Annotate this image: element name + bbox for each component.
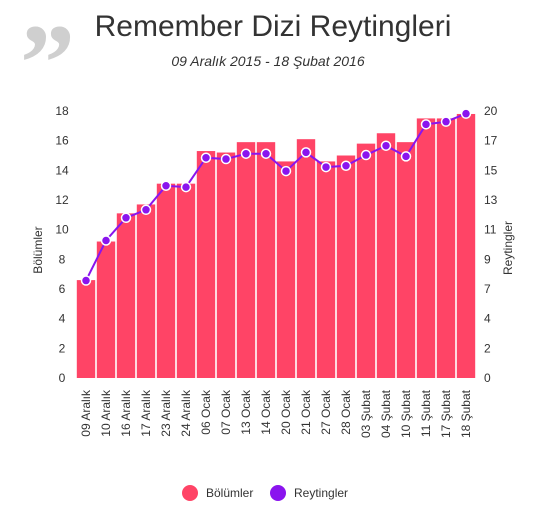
ratings-point-6 — [200, 152, 212, 163]
x-tick-label: 14 Ocak — [259, 389, 273, 435]
legend: Bölümler Reytingler — [182, 485, 348, 501]
ratings-point-15 — [380, 140, 392, 151]
x-tick-label: 10 Aralık — [99, 389, 113, 437]
left-axis-title: Bölümler — [31, 226, 45, 273]
x-tick-label: 07 Ocak — [219, 389, 233, 435]
ratings-point-4 — [160, 180, 172, 192]
left-tick-label: 16 — [55, 134, 69, 148]
ratings-point-16 — [400, 151, 412, 162]
x-tick-label: 21 Ocak — [299, 389, 313, 435]
right-axis-title: Reytingler — [501, 221, 515, 275]
x-tick-label: 27 Ocak — [319, 389, 333, 435]
bar-15 — [376, 133, 396, 378]
ratings-point-1 — [100, 235, 112, 246]
x-tick-label: 20 Ocak — [279, 389, 293, 435]
right-tick-label: 0 — [484, 371, 491, 385]
left-tick-label: 10 — [55, 223, 69, 237]
bar-10 — [276, 161, 296, 378]
bar-6 — [196, 151, 216, 378]
left-tick-label: 4 — [59, 312, 66, 326]
ratings-point-17 — [420, 119, 432, 130]
bar-3 — [136, 204, 156, 378]
bar-7 — [216, 152, 236, 378]
left-tick-label: 8 — [59, 252, 66, 266]
chart-subtitle: 09 Aralık 2015 - 18 Şubat 2016 — [171, 53, 365, 69]
ratings-point-11 — [300, 147, 312, 158]
ratings-point-12 — [320, 161, 332, 173]
quote-mark-icon: ” — [20, 2, 75, 124]
ratings-point-13 — [340, 160, 352, 171]
left-tick-label: 6 — [59, 282, 66, 296]
x-tick-label: 23 Aralık — [159, 389, 173, 437]
line-series — [80, 108, 472, 286]
bar-13 — [336, 155, 356, 378]
bar-16 — [396, 142, 416, 378]
chart-title: Remember Dizi Reytingleri — [95, 10, 452, 43]
x-tick-label: 18 Şubat — [459, 389, 473, 438]
right-tick-label: 15 — [484, 163, 498, 177]
x-tick-label: 04 Şubat — [379, 389, 393, 438]
legend-label[interactable]: Bölümler — [206, 486, 253, 500]
bar-5 — [176, 183, 196, 378]
x-tick-label: 09 Aralık — [79, 389, 93, 437]
right-tick-label: 2 — [484, 341, 491, 355]
ratings-point-19 — [460, 108, 472, 119]
x-tick-label: 16 Aralık — [119, 389, 133, 437]
bar-12 — [316, 161, 336, 378]
x-tick-label: 03 Şubat — [359, 389, 373, 438]
x-axis: 09 Aralık 10 Aralık 16 Aralık 17 Aralık 23 A… — [79, 389, 473, 438]
right-tick-label: 17 — [484, 134, 498, 148]
legend-swatch — [182, 485, 198, 501]
bar-17 — [416, 118, 436, 379]
x-tick-label: 11 Şubat — [419, 389, 433, 437]
left-tick-label: 18 — [55, 104, 69, 118]
right-axis: 0 2 4 7 9 11 13 15 17 20 — [484, 104, 498, 385]
bar-8 — [236, 142, 256, 378]
x-tick-label: 28 Ocak — [339, 389, 353, 435]
ratings-point-8 — [240, 148, 252, 159]
bar-2 — [116, 213, 136, 378]
right-tick-label: 20 — [484, 104, 498, 118]
bar-11 — [296, 139, 316, 378]
ratings-point-9 — [260, 148, 272, 159]
x-tick-label: 06 Ocak — [199, 389, 213, 435]
bar-14 — [356, 143, 376, 378]
ratings-point-5 — [180, 181, 192, 193]
x-tick-label: 17 Şubat — [439, 389, 453, 438]
right-tick-label: 7 — [484, 282, 491, 296]
x-tick-label: 24 Aralık — [179, 389, 193, 437]
right-tick-label: 11 — [484, 223, 497, 237]
ratings-point-14 — [360, 149, 372, 161]
x-tick-label: 10 Şubat — [399, 389, 413, 438]
bar-4 — [156, 183, 176, 378]
bar-18 — [436, 118, 456, 379]
left-axis: 0 2 4 6 8 10 12 14 16 18 — [55, 104, 69, 385]
ratings-point-0 — [80, 275, 92, 286]
ratings-point-2 — [120, 212, 132, 224]
ratings-point-3 — [140, 204, 152, 216]
bar-series — [76, 113, 476, 379]
left-tick-label: 2 — [59, 341, 66, 355]
x-tick-label: 17 Aralık — [139, 389, 153, 437]
ratings-point-7 — [220, 153, 232, 165]
bar-1 — [96, 241, 116, 378]
right-tick-label: 9 — [484, 252, 491, 266]
bar-0 — [76, 280, 96, 378]
legend-label[interactable]: Reytingler — [294, 486, 348, 500]
right-tick-label: 4 — [484, 312, 491, 326]
ratings-point-18 — [440, 116, 452, 127]
left-tick-label: 14 — [55, 163, 69, 177]
bar-9 — [256, 142, 276, 378]
left-tick-label: 12 — [55, 193, 69, 207]
bar-19 — [456, 113, 476, 378]
x-tick-label: 13 Ocak — [239, 389, 253, 435]
left-tick-label: 0 — [59, 371, 66, 385]
right-tick-label: 13 — [484, 193, 498, 207]
ratings-point-10 — [280, 165, 292, 177]
legend-swatch — [270, 485, 286, 501]
